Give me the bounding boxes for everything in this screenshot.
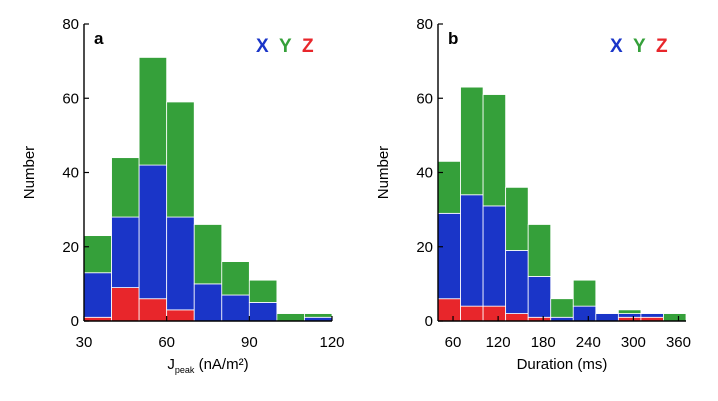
bar-x-bin-7 bbox=[572, 305, 597, 322]
x-axis-label-subscript: peak bbox=[175, 365, 195, 375]
bar-x-bin-9 bbox=[617, 313, 642, 318]
bar-x-bin-4 bbox=[505, 250, 529, 314]
x-tick-label: 180 bbox=[531, 334, 556, 351]
bar-x-bin-6 bbox=[221, 294, 250, 322]
histogram-bars bbox=[437, 86, 687, 322]
panel-label: a bbox=[94, 29, 104, 48]
bar-y-bin-7 bbox=[572, 279, 597, 307]
bar-y-bin-1 bbox=[83, 235, 112, 274]
y-tick-label: 40 bbox=[62, 165, 79, 182]
bar-x-bin-1 bbox=[83, 272, 112, 318]
bar-z-bin-2 bbox=[460, 305, 484, 322]
bar-z-bin-2 bbox=[111, 287, 140, 322]
legend-entry-y: Y bbox=[633, 36, 646, 57]
ticks: 0 20 40 60 80 60 120 180 240 300 360 bbox=[416, 16, 691, 351]
bar-y-bin-4 bbox=[166, 101, 195, 218]
bar-z-bin-4 bbox=[505, 313, 529, 322]
x-tick-label: 30 bbox=[76, 334, 93, 351]
legend-entry-y: Y bbox=[279, 36, 292, 57]
bar-y-bin-5 bbox=[193, 224, 223, 285]
panel-label: b bbox=[448, 29, 458, 48]
bar-y-bin-7 bbox=[248, 279, 278, 303]
x-axis-label: Jpeak (nA/m²) bbox=[167, 356, 248, 375]
x-axis-label-unit: (nA/m²) bbox=[194, 356, 248, 373]
y-tick-label: 0 bbox=[71, 313, 79, 330]
bar-y-bin-4 bbox=[505, 186, 529, 251]
bar-y-bin-1 bbox=[437, 160, 461, 214]
y-tick-label: 20 bbox=[416, 239, 433, 256]
ticks: 0 20 40 60 80 30 60 90 120 bbox=[62, 16, 344, 351]
bar-x-bin-3 bbox=[138, 164, 168, 300]
y-tick-label: 20 bbox=[62, 239, 79, 256]
bar-z-bin-3 bbox=[482, 305, 507, 322]
bar-x-bin-8 bbox=[595, 313, 619, 322]
y-axis-label: Number bbox=[375, 146, 392, 199]
y-tick-label: 80 bbox=[62, 16, 79, 33]
x-tick-label: 60 bbox=[445, 334, 462, 351]
bar-x-bin-5 bbox=[527, 276, 552, 318]
bar-y-bin-6 bbox=[221, 261, 250, 296]
x-tick-label: 300 bbox=[621, 334, 646, 351]
bar-y-bin-9 bbox=[617, 309, 642, 314]
legend-entry-z: Z bbox=[302, 36, 314, 57]
bar-y-bin-11 bbox=[663, 313, 687, 322]
bar-y-bin-6 bbox=[550, 298, 574, 318]
x-tick-label: 120 bbox=[486, 334, 511, 351]
bar-x-bin-5 bbox=[193, 283, 223, 322]
x-tick-label: 90 bbox=[241, 334, 258, 351]
y-axis-label: Number bbox=[21, 146, 38, 199]
y-tick-label: 60 bbox=[62, 90, 79, 107]
y-tick-label: 80 bbox=[416, 16, 433, 33]
bar-x-bin-1 bbox=[437, 212, 461, 300]
x-tick-label: 240 bbox=[576, 334, 601, 351]
bar-y-bin-9 bbox=[304, 313, 333, 318]
legend-entry-x: X bbox=[256, 36, 269, 57]
bar-z-bin-4 bbox=[166, 309, 195, 322]
histogram-bars bbox=[83, 57, 333, 322]
y-tick-label: 60 bbox=[416, 90, 433, 107]
x-axis-label-main: J bbox=[167, 356, 175, 373]
bar-x-bin-7 bbox=[248, 302, 278, 322]
y-tick-label: 0 bbox=[425, 313, 433, 330]
bar-y-bin-2 bbox=[460, 86, 484, 196]
bar-x-bin-10 bbox=[640, 313, 664, 318]
x-tick-label: 120 bbox=[319, 334, 344, 351]
x-tick-label: 60 bbox=[158, 334, 175, 351]
bar-y-bin-2 bbox=[111, 157, 140, 218]
bar-z-bin-1 bbox=[437, 298, 461, 322]
y-tick-label: 40 bbox=[416, 165, 433, 182]
bar-x-bin-3 bbox=[482, 205, 507, 307]
bar-x-bin-4 bbox=[166, 216, 195, 311]
bar-y-bin-5 bbox=[527, 224, 552, 277]
bar-y-bin-8 bbox=[276, 313, 305, 322]
x-tick-label: 360 bbox=[666, 334, 691, 351]
legend-entry-z: Z bbox=[656, 36, 668, 57]
bar-y-bin-3 bbox=[138, 57, 168, 166]
bar-x-bin-2 bbox=[460, 194, 484, 307]
x-axis-label: Duration (ms) bbox=[517, 356, 608, 373]
bar-z-bin-3 bbox=[138, 298, 168, 322]
bar-x-bin-2 bbox=[111, 216, 140, 288]
bar-y-bin-3 bbox=[482, 94, 507, 207]
legend-entry-x: X bbox=[610, 36, 623, 57]
